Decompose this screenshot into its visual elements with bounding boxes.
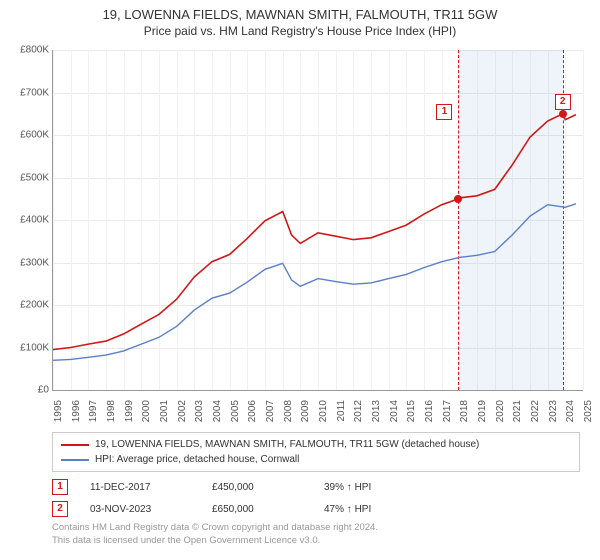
- chart-title: 19, LOWENNA FIELDS, MAWNAN SMITH, FALMOU…: [0, 0, 600, 24]
- x-axis-tick: 2006: [247, 400, 258, 430]
- transaction-row-badge: 2: [52, 501, 68, 517]
- y-axis-tick: £500K: [5, 172, 49, 183]
- footer-line-1: Contains HM Land Registry data © Crown c…: [52, 522, 378, 535]
- x-axis-tick: 2002: [177, 400, 188, 430]
- x-axis-tick: 2004: [212, 400, 223, 430]
- y-axis-tick: £700K: [5, 87, 49, 98]
- transaction-price: £450,000: [212, 482, 302, 493]
- chart-subtitle: Price paid vs. HM Land Registry's House …: [0, 24, 600, 38]
- transaction-table: 1 11-DEC-2017 £450,000 39% ↑ HPI 2 03-NOV-202…: [52, 476, 580, 520]
- x-axis-tick: 1999: [124, 400, 135, 430]
- transaction-price: £650,000: [212, 504, 302, 515]
- x-axis-tick: 2007: [265, 400, 276, 430]
- x-axis-tick: 2011: [336, 400, 347, 430]
- x-axis-tick: 2013: [371, 400, 382, 430]
- transaction-row: 2 03-NOV-2023 £650,000 47% ↑ HPI: [52, 498, 580, 520]
- x-axis-tick: 2014: [389, 400, 400, 430]
- footer-attribution: Contains HM Land Registry data © Crown c…: [52, 522, 378, 548]
- x-axis-tick: 2010: [318, 400, 329, 430]
- legend-swatch: [61, 459, 89, 461]
- x-axis-tick: 1995: [53, 400, 64, 430]
- chart-plot-area: £0£100K£200K£300K£400K£500K£600K£700K£80…: [52, 50, 583, 391]
- y-axis-tick: £300K: [5, 257, 49, 268]
- x-axis-tick: 2023: [548, 400, 559, 430]
- x-axis-tick: 1996: [71, 400, 82, 430]
- y-axis-tick: £800K: [5, 45, 49, 56]
- x-axis-tick: 1997: [88, 400, 99, 430]
- x-axis-tick: 1998: [106, 400, 117, 430]
- series-hpi: [53, 204, 576, 360]
- line-series-layer: [53, 50, 583, 390]
- transaction-hpi-delta: 39% ↑ HPI: [324, 482, 414, 493]
- legend-item: HPI: Average price, detached house, Corn…: [61, 452, 571, 467]
- x-axis-tick: 2017: [442, 400, 453, 430]
- transaction-row-badge: 1: [52, 479, 68, 495]
- x-axis-tick: 2005: [230, 400, 241, 430]
- x-axis-tick: 2015: [406, 400, 417, 430]
- legend: 19, LOWENNA FIELDS, MAWNAN SMITH, FALMOU…: [52, 432, 580, 472]
- legend-label: HPI: Average price, detached house, Corn…: [95, 454, 299, 465]
- y-axis-tick: £0: [5, 385, 49, 396]
- legend-label: 19, LOWENNA FIELDS, MAWNAN SMITH, FALMOU…: [95, 439, 479, 450]
- x-axis-tick: 2012: [353, 400, 364, 430]
- footer-line-2: This data is licensed under the Open Gov…: [52, 535, 378, 548]
- legend-item: 19, LOWENNA FIELDS, MAWNAN SMITH, FALMOU…: [61, 437, 571, 452]
- x-axis-tick: 2024: [565, 400, 576, 430]
- x-axis-tick: 2018: [459, 400, 470, 430]
- transaction-date: 03-NOV-2023: [90, 504, 190, 515]
- y-axis-tick: £600K: [5, 130, 49, 141]
- x-axis-tick: 2025: [583, 400, 594, 430]
- x-axis-tick: 2008: [283, 400, 294, 430]
- legend-swatch: [61, 444, 89, 446]
- transaction-hpi-delta: 47% ↑ HPI: [324, 504, 414, 515]
- transaction-row: 1 11-DEC-2017 £450,000 39% ↑ HPI: [52, 476, 580, 498]
- x-axis-tick: 2016: [424, 400, 435, 430]
- y-axis-tick: £200K: [5, 300, 49, 311]
- y-axis-tick: £100K: [5, 342, 49, 353]
- transaction-point: [454, 195, 462, 203]
- y-axis-tick: £400K: [5, 215, 49, 226]
- x-axis-tick: 2000: [141, 400, 152, 430]
- series-property: [53, 114, 576, 350]
- x-gridline: [583, 50, 584, 390]
- x-axis-tick: 2001: [159, 400, 170, 430]
- x-axis-tick: 2020: [495, 400, 506, 430]
- x-axis-tick: 2022: [530, 400, 541, 430]
- transaction-point: [559, 110, 567, 118]
- x-axis-tick: 2003: [194, 400, 205, 430]
- x-axis-tick: 2009: [300, 400, 311, 430]
- x-axis-tick: 2021: [512, 400, 523, 430]
- x-axis-tick: 2019: [477, 400, 488, 430]
- transaction-date: 11-DEC-2017: [90, 482, 190, 493]
